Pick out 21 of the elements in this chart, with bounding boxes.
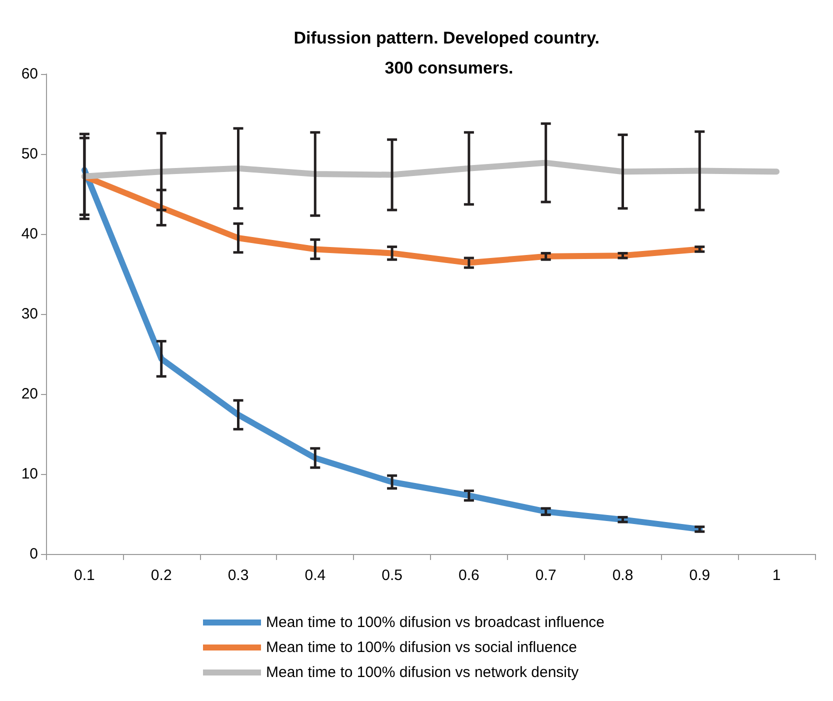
y-tick-label: 30 — [21, 306, 38, 322]
x-tick-label: 1 — [772, 567, 781, 584]
chart-title: Difussion pattern. Developed country. 300 consumers. — [294, 28, 604, 78]
x-tick-label: 0.3 — [228, 567, 249, 584]
y-tick-label: 50 — [21, 146, 38, 162]
x-tick-label: 0.5 — [382, 567, 402, 584]
y-tick-label: 60 — [21, 66, 38, 82]
x-tick-label: 0.2 — [150, 567, 172, 584]
y-tick-label: 20 — [21, 386, 38, 402]
x-tick-label: 0.7 — [535, 567, 556, 584]
x-tick-label: 0.6 — [458, 567, 480, 584]
legend-label: Mean time to 100% difusion vs broadcast influence — [266, 614, 605, 631]
legend-label: Mean time to 100% difusion vs social influence — [266, 639, 578, 656]
x-tick-label: 0.9 — [689, 567, 710, 584]
y-tick-label: 40 — [21, 226, 38, 242]
y-tick-label: 10 — [21, 466, 38, 482]
y-tick-label: 0 — [30, 546, 38, 562]
x-tick-label: 0.4 — [304, 567, 326, 584]
legend-label: Mean time to 100% difusion vs network density — [266, 664, 580, 681]
x-tick-label: 0.8 — [612, 567, 634, 584]
x-tick-label: 0.1 — [74, 567, 95, 584]
